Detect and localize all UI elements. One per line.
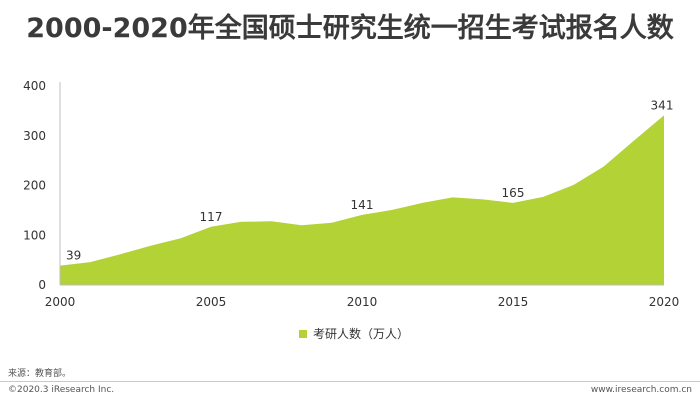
source-note: 来源：教育部。 xyxy=(8,369,72,379)
x-tick-label: 2000 xyxy=(45,295,76,309)
x-tick-label: 2020 xyxy=(649,295,680,309)
copyright: ©2020.3 iResearch Inc. xyxy=(8,385,115,395)
x-tick-label: 2005 xyxy=(196,295,227,309)
legend: 考研人数（万人） xyxy=(299,325,409,342)
data-label: 341 xyxy=(651,98,674,112)
y-tick-label: 100 xyxy=(23,228,46,242)
y-tick-label: 400 xyxy=(23,79,46,93)
y-tick-label: 200 xyxy=(23,179,46,193)
chart-title: 2000-2020年全国硕士研究生统一招生考试报名人数 xyxy=(26,13,674,44)
legend-swatch xyxy=(299,329,307,338)
area-chart: 0 100 200 300 400 2000 2005 2010 2015 2020 39 117 14… xyxy=(23,79,680,309)
data-label: 141 xyxy=(351,198,374,212)
website-url: www.iresearch.com.cn xyxy=(590,385,692,395)
data-label: 117 xyxy=(200,210,223,224)
series-area xyxy=(60,115,664,286)
data-label: 39 xyxy=(66,249,81,263)
data-label: 165 xyxy=(502,186,525,200)
x-tick-label: 2010 xyxy=(347,295,378,309)
y-tick-label: 300 xyxy=(23,129,46,143)
x-tick-label: 2015 xyxy=(498,295,529,309)
footer-divider xyxy=(0,381,700,382)
footer: ©2020.3 iResearch Inc. www.iresearch.com… xyxy=(0,381,700,404)
y-tick-label: 0 xyxy=(38,278,46,292)
legend-label: 考研人数（万人） xyxy=(313,327,410,341)
